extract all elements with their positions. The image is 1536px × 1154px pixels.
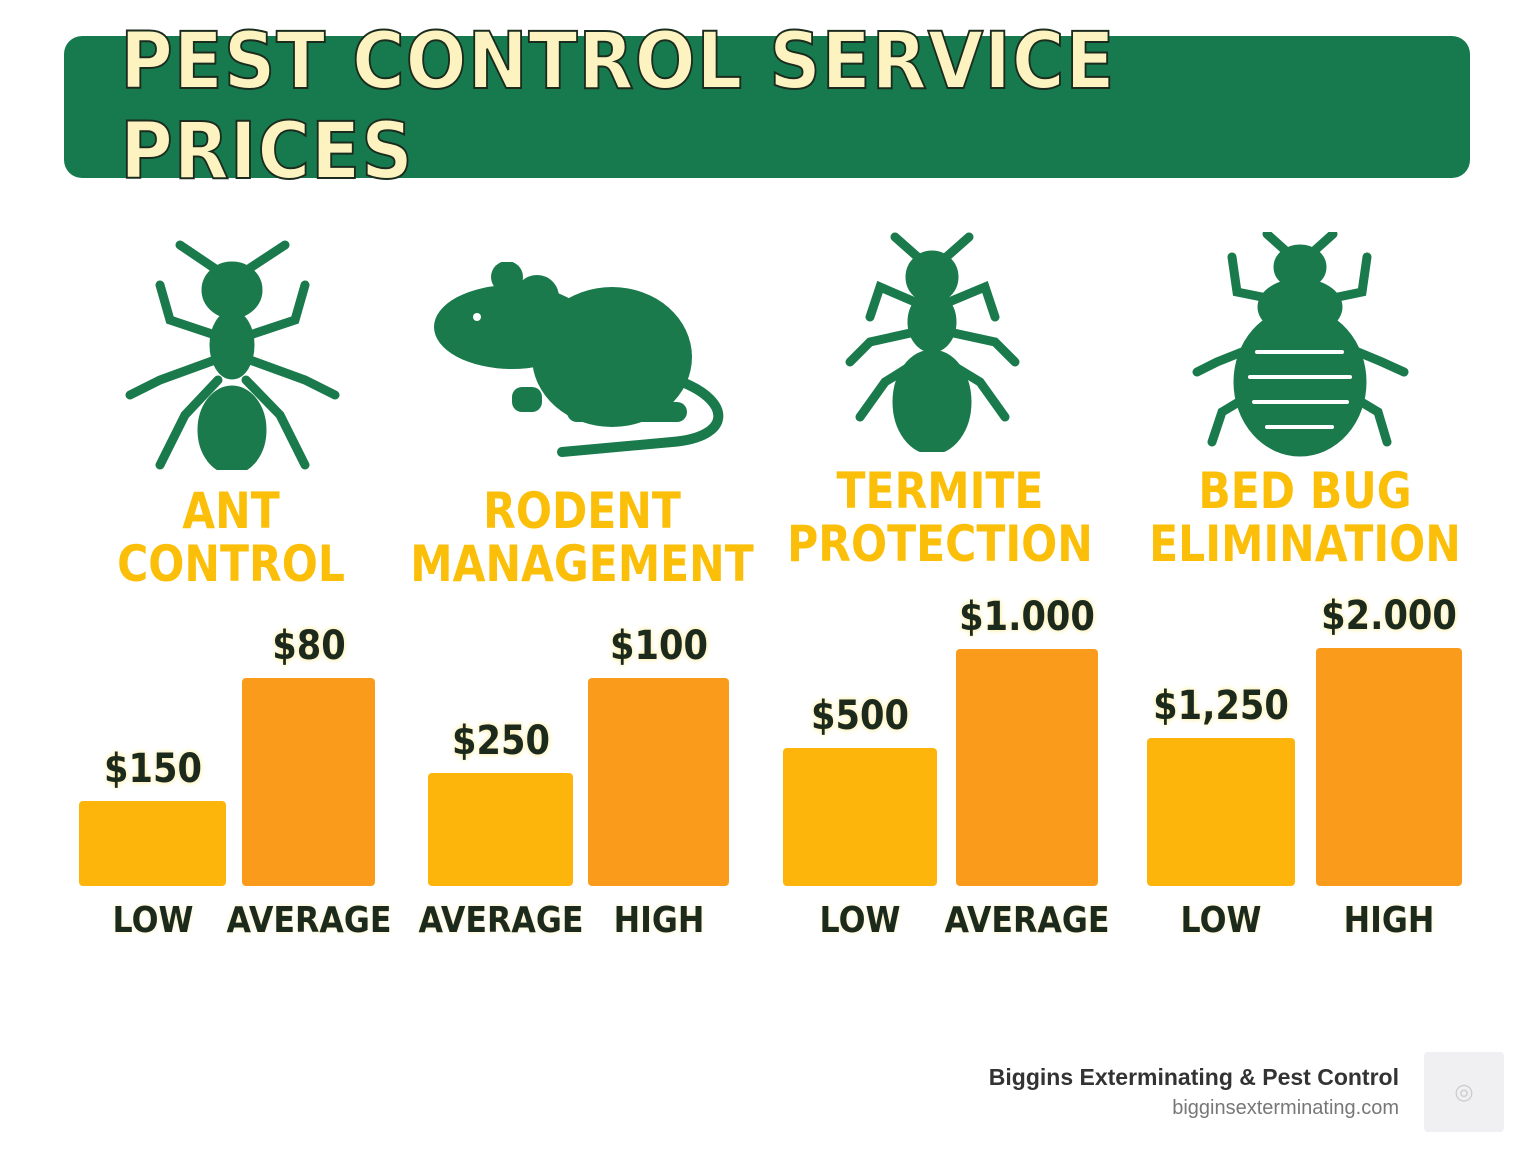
data-label: $250 [451, 718, 550, 764]
category-label: HIGH [613, 900, 704, 941]
chart-title-line: MANAGEMENT [410, 535, 754, 593]
data-label: $2.000 [1321, 593, 1457, 639]
bar [1147, 738, 1295, 886]
company-url: bigginsexterminating.com [1172, 1097, 1399, 1119]
page-title: PEST CONTROL SERVICE PRICES [119, 16, 1116, 198]
data-label: $1.000 [959, 594, 1095, 640]
termite-icon [845, 232, 1020, 452]
data-label: $100 [609, 623, 708, 669]
category-label: AVERAGE [944, 900, 1110, 941]
bed-bug-icon [1192, 232, 1409, 457]
category-label: LOW [819, 900, 901, 941]
chart-title-line: ELIMINATION [1149, 515, 1461, 573]
chart-title-line: TERMITE [836, 462, 1044, 520]
category-label: AVERAGE [225, 900, 392, 941]
category-label: HIGH [1343, 900, 1435, 941]
category-label: LOW [1180, 900, 1262, 941]
data-label: $500 [811, 693, 909, 739]
chart-title-line: CONTROL [117, 535, 345, 593]
bar [956, 649, 1098, 886]
rodent-icon [434, 262, 724, 457]
company-name: Biggins Exterminating & Pest Control [988, 1064, 1399, 1090]
title-banner: PEST CONTROL SERVICE PRICES [64, 16, 1470, 198]
chart-title: RODENT MANAGEMENT [410, 485, 753, 591]
chart-title: TERMITE PROTECTION [787, 465, 1093, 571]
data-label: $1,250 [1153, 683, 1289, 729]
bar [1316, 648, 1462, 886]
data-label: $80 [271, 623, 346, 669]
chart-title-line: ANT [182, 482, 280, 540]
bar [79, 801, 226, 886]
chart-title: ANT CONTROL [117, 485, 345, 591]
chart-title: BED BUG ELIMINATION [1149, 465, 1461, 571]
bar [242, 678, 375, 886]
footer-brand: Biggins Exterminating & Pest Control big… [989, 1064, 1399, 1120]
chart-title-line: BED BUG [1198, 462, 1412, 520]
ant-icon [125, 240, 340, 470]
chart-title-line: PROTECTION [787, 515, 1093, 573]
bug-logo-icon: ◎ [1424, 1052, 1504, 1132]
bar [428, 773, 573, 886]
chart-title-line: RODENT [483, 482, 681, 540]
category-label: LOW [112, 900, 193, 941]
bar [588, 678, 729, 886]
bar [783, 748, 937, 886]
category-label: AVERAGE [417, 900, 584, 941]
data-label: $150 [103, 746, 202, 792]
